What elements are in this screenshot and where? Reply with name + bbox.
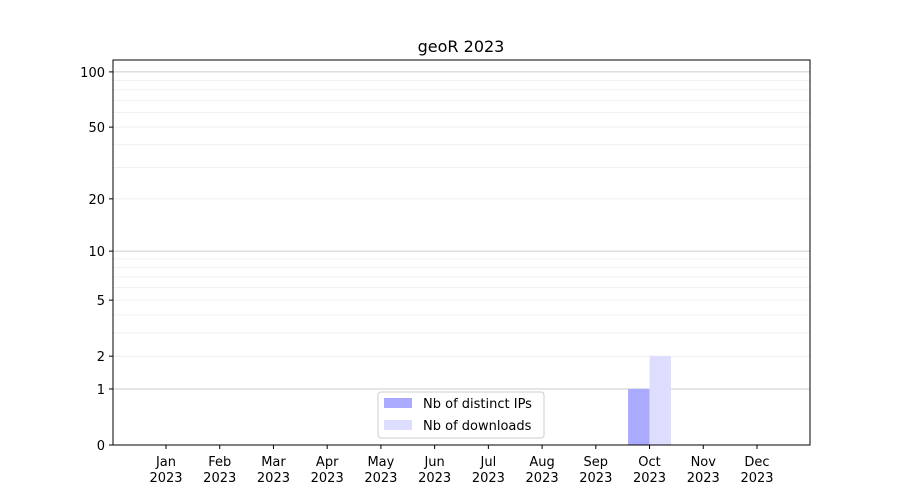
y-tick-label: 0 bbox=[97, 439, 105, 454]
x-tick-label-line: Jun bbox=[423, 455, 444, 470]
x-tick-label-line: Sep bbox=[584, 455, 609, 470]
x-tick-label: Mar 2023 bbox=[257, 455, 290, 486]
legend-box bbox=[377, 391, 545, 439]
x-tick-label: Jan 2023 bbox=[149, 455, 182, 486]
x-tick-label-line: Jan bbox=[155, 455, 176, 470]
x-tick-label-line: 2023 bbox=[203, 471, 236, 486]
bar-distinct-ips bbox=[628, 388, 650, 445]
y-tick-label: 5 bbox=[97, 294, 105, 309]
x-tick-label: Jun 2023 bbox=[418, 455, 451, 486]
x-tick-label-line: Dec bbox=[744, 455, 769, 470]
x-tick-label-line: 2023 bbox=[633, 471, 666, 486]
legend: Nb of distinct IPs Nb of downloads bbox=[377, 391, 545, 439]
x-tick-label-line: Jul bbox=[480, 455, 497, 470]
x-tick-label-line: 2023 bbox=[740, 471, 773, 486]
x-tick-label: Sep 2023 bbox=[579, 455, 612, 486]
x-tick-label-line: Oct bbox=[638, 455, 660, 470]
y-tick-label: 10 bbox=[88, 245, 105, 260]
legend-label: Nb of distinct IPs bbox=[423, 397, 532, 412]
x-tick-label-line: 2023 bbox=[687, 471, 720, 486]
y-tick-label: 1 bbox=[97, 383, 105, 398]
x-tick-label: Apr 2023 bbox=[311, 455, 344, 486]
x-tick-label-line: May bbox=[367, 455, 394, 470]
x-tick-label: Jul 2023 bbox=[472, 455, 505, 486]
x-tick-label-line: 2023 bbox=[579, 471, 612, 486]
x-tick-label: Feb 2023 bbox=[203, 455, 236, 486]
x-tick-label-line: Apr bbox=[316, 455, 339, 470]
x-tick-label-line: Mar bbox=[261, 455, 286, 470]
legend-swatch bbox=[384, 420, 412, 430]
y-tick-label: 100 bbox=[80, 66, 105, 81]
x-tick-label: May 2023 bbox=[364, 455, 397, 486]
x-tick-label-line: Nov bbox=[691, 455, 717, 470]
x-tick-label-line: 2023 bbox=[311, 471, 344, 486]
y-tick-label: 50 bbox=[88, 121, 105, 136]
x-tick-label: Dec 2023 bbox=[740, 455, 773, 486]
x-tick-label: Oct 2023 bbox=[633, 455, 666, 486]
plot-frame bbox=[112, 59, 811, 446]
x-tick-label-line: 2023 bbox=[257, 471, 290, 486]
x-tick-label-line: 2023 bbox=[418, 471, 451, 486]
y-tick-label: 2 bbox=[97, 350, 105, 365]
y-tick-label: 20 bbox=[88, 193, 105, 208]
x-tick-label-line: 2023 bbox=[149, 471, 182, 486]
x-tick-label-line: Aug bbox=[529, 455, 554, 470]
bar-downloads bbox=[649, 356, 672, 445]
x-tick-label-line: 2023 bbox=[364, 471, 397, 486]
x-tick-label-line: Feb bbox=[208, 455, 231, 470]
x-tick-label: Aug 2023 bbox=[526, 455, 559, 486]
legend-swatch bbox=[384, 398, 412, 408]
legend-label: Nb of downloads bbox=[423, 419, 532, 434]
chart-title: geoR 2023 bbox=[418, 37, 505, 56]
x-tick-label: Nov 2023 bbox=[687, 455, 720, 486]
x-tick-label-line: 2023 bbox=[472, 471, 505, 486]
x-tick-label-line: 2023 bbox=[526, 471, 559, 486]
